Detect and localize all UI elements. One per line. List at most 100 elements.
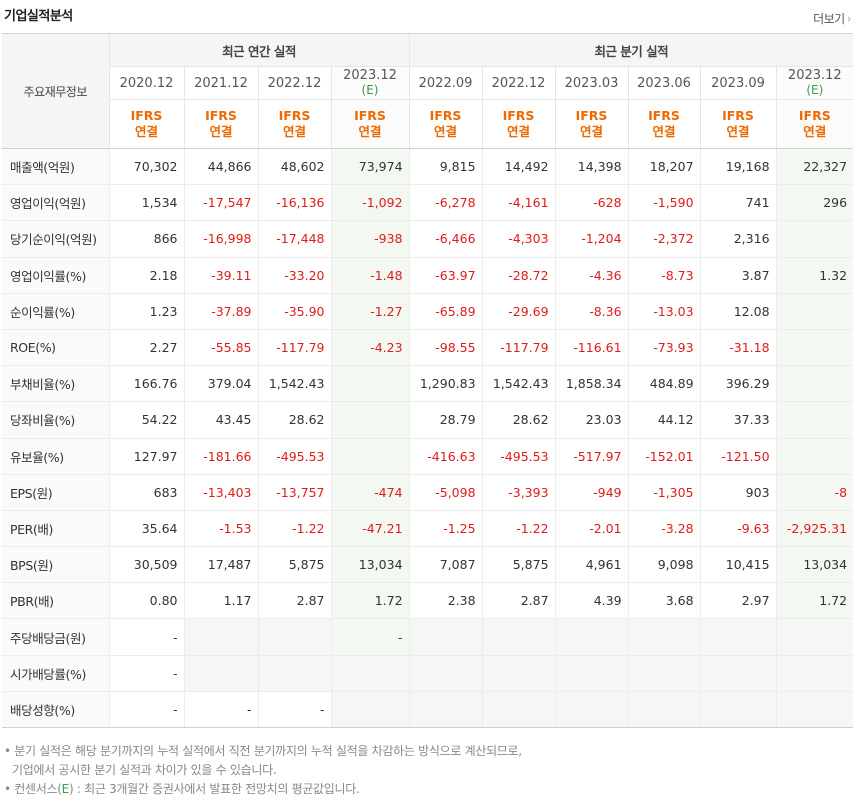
table-cell: -31.18: [699, 329, 777, 367]
row-header-label: 주요재무정보: [2, 33, 109, 149]
row-label: PER(배): [2, 510, 109, 548]
table-cell: -4,161: [481, 184, 556, 222]
table-row: PBR(배) 0.80 1.17 2.87 1.72 2.38 2.87 4.39 3.68 2.…: [2, 582, 854, 620]
table-cell: -1,590: [627, 184, 701, 222]
table-cell: [554, 655, 629, 692]
table-cell: 19,168: [699, 148, 777, 186]
table-cell: [408, 691, 483, 729]
group-annual-header: 최근 연간 실적: [108, 33, 410, 67]
table-cell: -: [108, 618, 184, 656]
table-cell: 14,398: [554, 148, 629, 186]
table-cell: -152.01: [627, 438, 701, 475]
table-cell: [481, 618, 556, 656]
period-header: 2021.12: [183, 66, 258, 100]
table-cell: -4.36: [554, 256, 629, 294]
table-cell: -: [108, 691, 184, 729]
table-cell: 1.72: [775, 582, 854, 620]
table-cell: -35.90: [257, 293, 331, 330]
row-label: PBR(배): [2, 582, 109, 620]
table-cell: 2,316: [699, 220, 777, 258]
table-cell: 28.62: [257, 401, 331, 439]
table-cell: -: [183, 691, 258, 729]
table-cell: 48,602: [257, 148, 331, 186]
table-cell: 22,327: [775, 148, 854, 186]
table-cell: 1.23: [108, 293, 184, 330]
table-cell: [257, 618, 331, 656]
table-cell: 10,415: [699, 546, 777, 584]
table-cell: 1.32: [775, 256, 854, 294]
table-cell: 4.39: [554, 582, 629, 620]
row-label: 당기순이익(억원): [2, 220, 109, 258]
table-cell: [627, 655, 701, 692]
more-link[interactable]: 더보기 ›: [813, 10, 851, 27]
table-row: 영업이익률(%) 2.18 -39.11 -33.20 -1.48 -63.97 -28.7…: [2, 256, 854, 294]
period-header: 2023.12 (E): [775, 66, 854, 100]
table-cell: -55.85: [183, 329, 258, 367]
table-cell: 30,509: [108, 546, 184, 584]
table-cell: 13,034: [330, 546, 410, 584]
table-cell: 1,542.43: [257, 365, 331, 403]
table-cell: [775, 691, 854, 729]
table-cell: -1.22: [481, 510, 556, 548]
row-label: EPS(원): [2, 473, 109, 511]
table-cell: 54.22: [108, 401, 184, 439]
table-cell: [775, 401, 854, 439]
table-cell: -47.21: [330, 510, 410, 548]
row-label: ROE(%): [2, 329, 109, 367]
table-cell: [554, 618, 629, 656]
period-header: 2023.12 (E): [330, 66, 410, 100]
table-cell: 1,858.34: [554, 365, 629, 403]
table-cell: -13.03: [627, 293, 701, 330]
period-header: 2023.03: [554, 66, 629, 100]
ifrs-badge: IFRS 연결: [627, 99, 701, 149]
row-label: 당좌비율(%): [2, 401, 109, 439]
table-cell: -628: [554, 184, 629, 222]
table-cell: 1.17: [183, 582, 258, 620]
table-cell: -121.50: [699, 438, 777, 475]
footnote-2: • 컨센서스(E) : 최근 3개월간 증권사에서 발표한 전망치의 평균값입니…: [4, 782, 360, 796]
table-row: BPS(원) 30,509 17,487 5,875 13,034 7,087 5,875 4…: [2, 546, 854, 584]
table-cell: -1.48: [330, 256, 410, 294]
table-cell: 9,815: [408, 148, 483, 186]
table-cell: -117.79: [481, 329, 556, 367]
table-cell: 13,034: [775, 546, 854, 584]
table-cell: 5,875: [481, 546, 556, 584]
row-label: 유보율(%): [2, 438, 109, 475]
table-cell: [330, 365, 410, 403]
table-cell: -1.53: [183, 510, 258, 548]
table-cell: [627, 691, 701, 729]
table-cell: 23.03: [554, 401, 629, 439]
table-cell: 1,290.83: [408, 365, 483, 403]
table-cell: 4,961: [554, 546, 629, 584]
table-cell: -37.89: [183, 293, 258, 330]
table-cell: -8: [775, 473, 854, 511]
table-row: 배당성향(%) - - -: [2, 691, 854, 729]
table-cell: 44,866: [183, 148, 258, 186]
footnotes: • 분기 실적은 해당 분기까지의 누적 실적에서 직전 분기까지의 누적 실적…: [4, 742, 522, 799]
table-cell: 35.64: [108, 510, 184, 548]
table-cell: 683: [108, 473, 184, 511]
row-label: 시가배당률(%): [2, 655, 109, 692]
table-cell: -2.01: [554, 510, 629, 548]
table-cell: -29.69: [481, 293, 556, 330]
table-cell: 28.79: [408, 401, 483, 439]
financial-summary-table: 주요재무정보 최근 연간 실적 최근 분기 실적 2020.12 2021.12 2…: [2, 33, 854, 729]
row-label: BPS(원): [2, 546, 109, 584]
footnote-1: • 분기 실적은 해당 분기까지의 누적 실적에서 직전 분기까지의 누적 실적…: [4, 744, 522, 758]
period-header: 2022.09: [408, 66, 483, 100]
ifrs-badge: IFRS 연결: [481, 99, 556, 149]
table-row: 주당배당금(원) - -: [2, 618, 854, 656]
table-cell: 741: [699, 184, 777, 222]
table-cell: -116.61: [554, 329, 629, 367]
table-cell: -1,092: [330, 184, 410, 222]
table-cell: 3.87: [699, 256, 777, 294]
table-row: PER(배) 35.64 -1.53 -1.22 -47.21 -1.25 -1.22 -2.…: [2, 510, 854, 548]
table-cell: -65.89: [408, 293, 483, 330]
table-cell: [775, 438, 854, 475]
table-cell: -63.97: [408, 256, 483, 294]
table-cell: [775, 329, 854, 367]
table-cell: [481, 655, 556, 692]
table-cell: -181.66: [183, 438, 258, 475]
table-cell: -1.25: [408, 510, 483, 548]
table-cell: 17,487: [183, 546, 258, 584]
